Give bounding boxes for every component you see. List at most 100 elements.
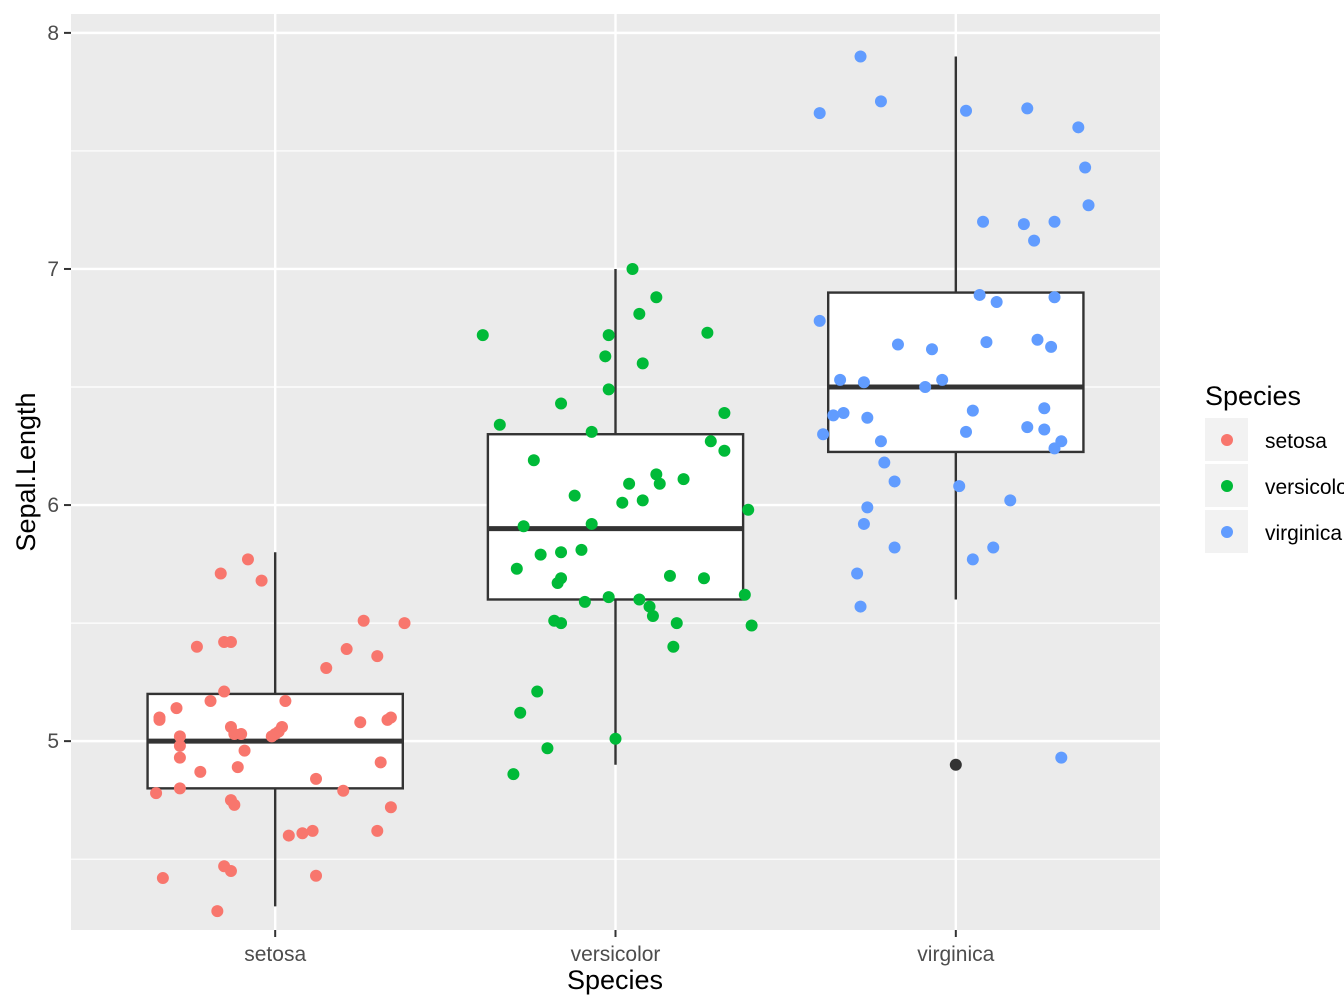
data-point: [936, 373, 949, 386]
data-point: [493, 418, 506, 431]
data-point: [888, 541, 901, 554]
data-point: [650, 468, 663, 481]
series-setosa: [150, 553, 411, 918]
data-point: [371, 824, 384, 837]
data-point: [609, 732, 622, 745]
legend-label: virginica: [1265, 522, 1342, 545]
legend-swatch: [1221, 434, 1233, 446]
data-point: [633, 593, 646, 606]
data-point: [384, 801, 397, 814]
data-point: [214, 567, 227, 580]
data-point: [1045, 340, 1058, 353]
data-point: [602, 329, 615, 342]
data-point: [888, 475, 901, 488]
data-point: [173, 730, 186, 743]
points-layer: [150, 50, 1095, 918]
data-point: [282, 829, 295, 842]
data-point: [1021, 102, 1034, 115]
legend-entry-versicolor: versicolor: [1205, 464, 1344, 507]
data-point: [231, 761, 244, 774]
data-point: [555, 546, 568, 559]
series-versicolor: [476, 262, 758, 781]
data-point: [1017, 218, 1030, 231]
data-point: [834, 373, 847, 386]
data-point: [602, 383, 615, 396]
data-point: [1048, 291, 1061, 304]
data-point: [153, 713, 166, 726]
data-point: [1021, 421, 1034, 434]
x-axis: setosa versicolor virginica: [244, 930, 995, 966]
x-tick-label: versicolor: [571, 943, 661, 966]
data-point: [507, 768, 520, 781]
data-point: [1038, 402, 1051, 415]
data-point: [1072, 121, 1085, 134]
data-point: [218, 635, 231, 648]
legend: Species setosa versicolor virginica: [1205, 381, 1344, 553]
data-point: [224, 864, 237, 877]
data-point: [718, 444, 731, 457]
data-point: [269, 728, 282, 741]
data-point: [1004, 494, 1017, 507]
data-point: [194, 765, 207, 778]
data-point: [919, 381, 932, 394]
data-point: [704, 435, 717, 448]
data-point: [173, 751, 186, 764]
legend-label: setosa: [1265, 430, 1327, 453]
data-point: [891, 338, 904, 351]
data-point: [966, 404, 979, 417]
data-point: [667, 640, 680, 653]
data-point: [575, 543, 588, 556]
data-point: [527, 454, 540, 467]
data-point: [854, 50, 867, 63]
data-point: [646, 610, 659, 623]
data-point: [980, 336, 993, 349]
data-point: [218, 685, 231, 698]
data-point: [990, 296, 1003, 309]
data-point: [633, 307, 646, 320]
data-point: [1082, 199, 1095, 212]
data-point: [255, 574, 268, 587]
data-point: [541, 742, 554, 755]
data-point: [585, 517, 598, 530]
data-point: [643, 600, 656, 613]
y-tick-label: 8: [47, 22, 59, 45]
data-point: [987, 541, 1000, 554]
data-point: [555, 617, 568, 630]
outlier-point: [949, 758, 962, 771]
data-point: [697, 572, 710, 585]
data-point: [555, 397, 568, 410]
data-point: [190, 640, 203, 653]
data-point: [653, 477, 666, 490]
x-tick-label: setosa: [244, 943, 306, 966]
data-point: [861, 411, 874, 424]
data-point: [384, 711, 397, 724]
y-tick-label: 7: [47, 258, 59, 281]
data-point: [211, 905, 224, 918]
data-point: [354, 716, 367, 729]
data-point: [306, 824, 319, 837]
data-point: [241, 553, 254, 566]
y-tick-label: 5: [47, 730, 59, 753]
data-point: [677, 473, 690, 486]
data-point: [650, 291, 663, 304]
data-point: [874, 95, 887, 108]
data-point: [1055, 751, 1068, 764]
data-point: [977, 215, 990, 228]
data-point: [857, 376, 870, 389]
data-point: [827, 409, 840, 422]
data-point: [531, 685, 544, 698]
data-point: [718, 406, 731, 419]
data-point: [817, 428, 830, 441]
data-point: [340, 643, 353, 656]
x-axis-title: Species: [567, 965, 663, 995]
data-point: [585, 425, 598, 438]
legend-swatch: [1221, 480, 1233, 492]
data-point: [602, 591, 615, 604]
data-point: [534, 548, 547, 561]
data-point: [636, 494, 649, 507]
legend-swatch: [1221, 526, 1233, 538]
data-point: [514, 706, 527, 719]
data-point: [966, 553, 979, 566]
data-point: [568, 489, 581, 502]
